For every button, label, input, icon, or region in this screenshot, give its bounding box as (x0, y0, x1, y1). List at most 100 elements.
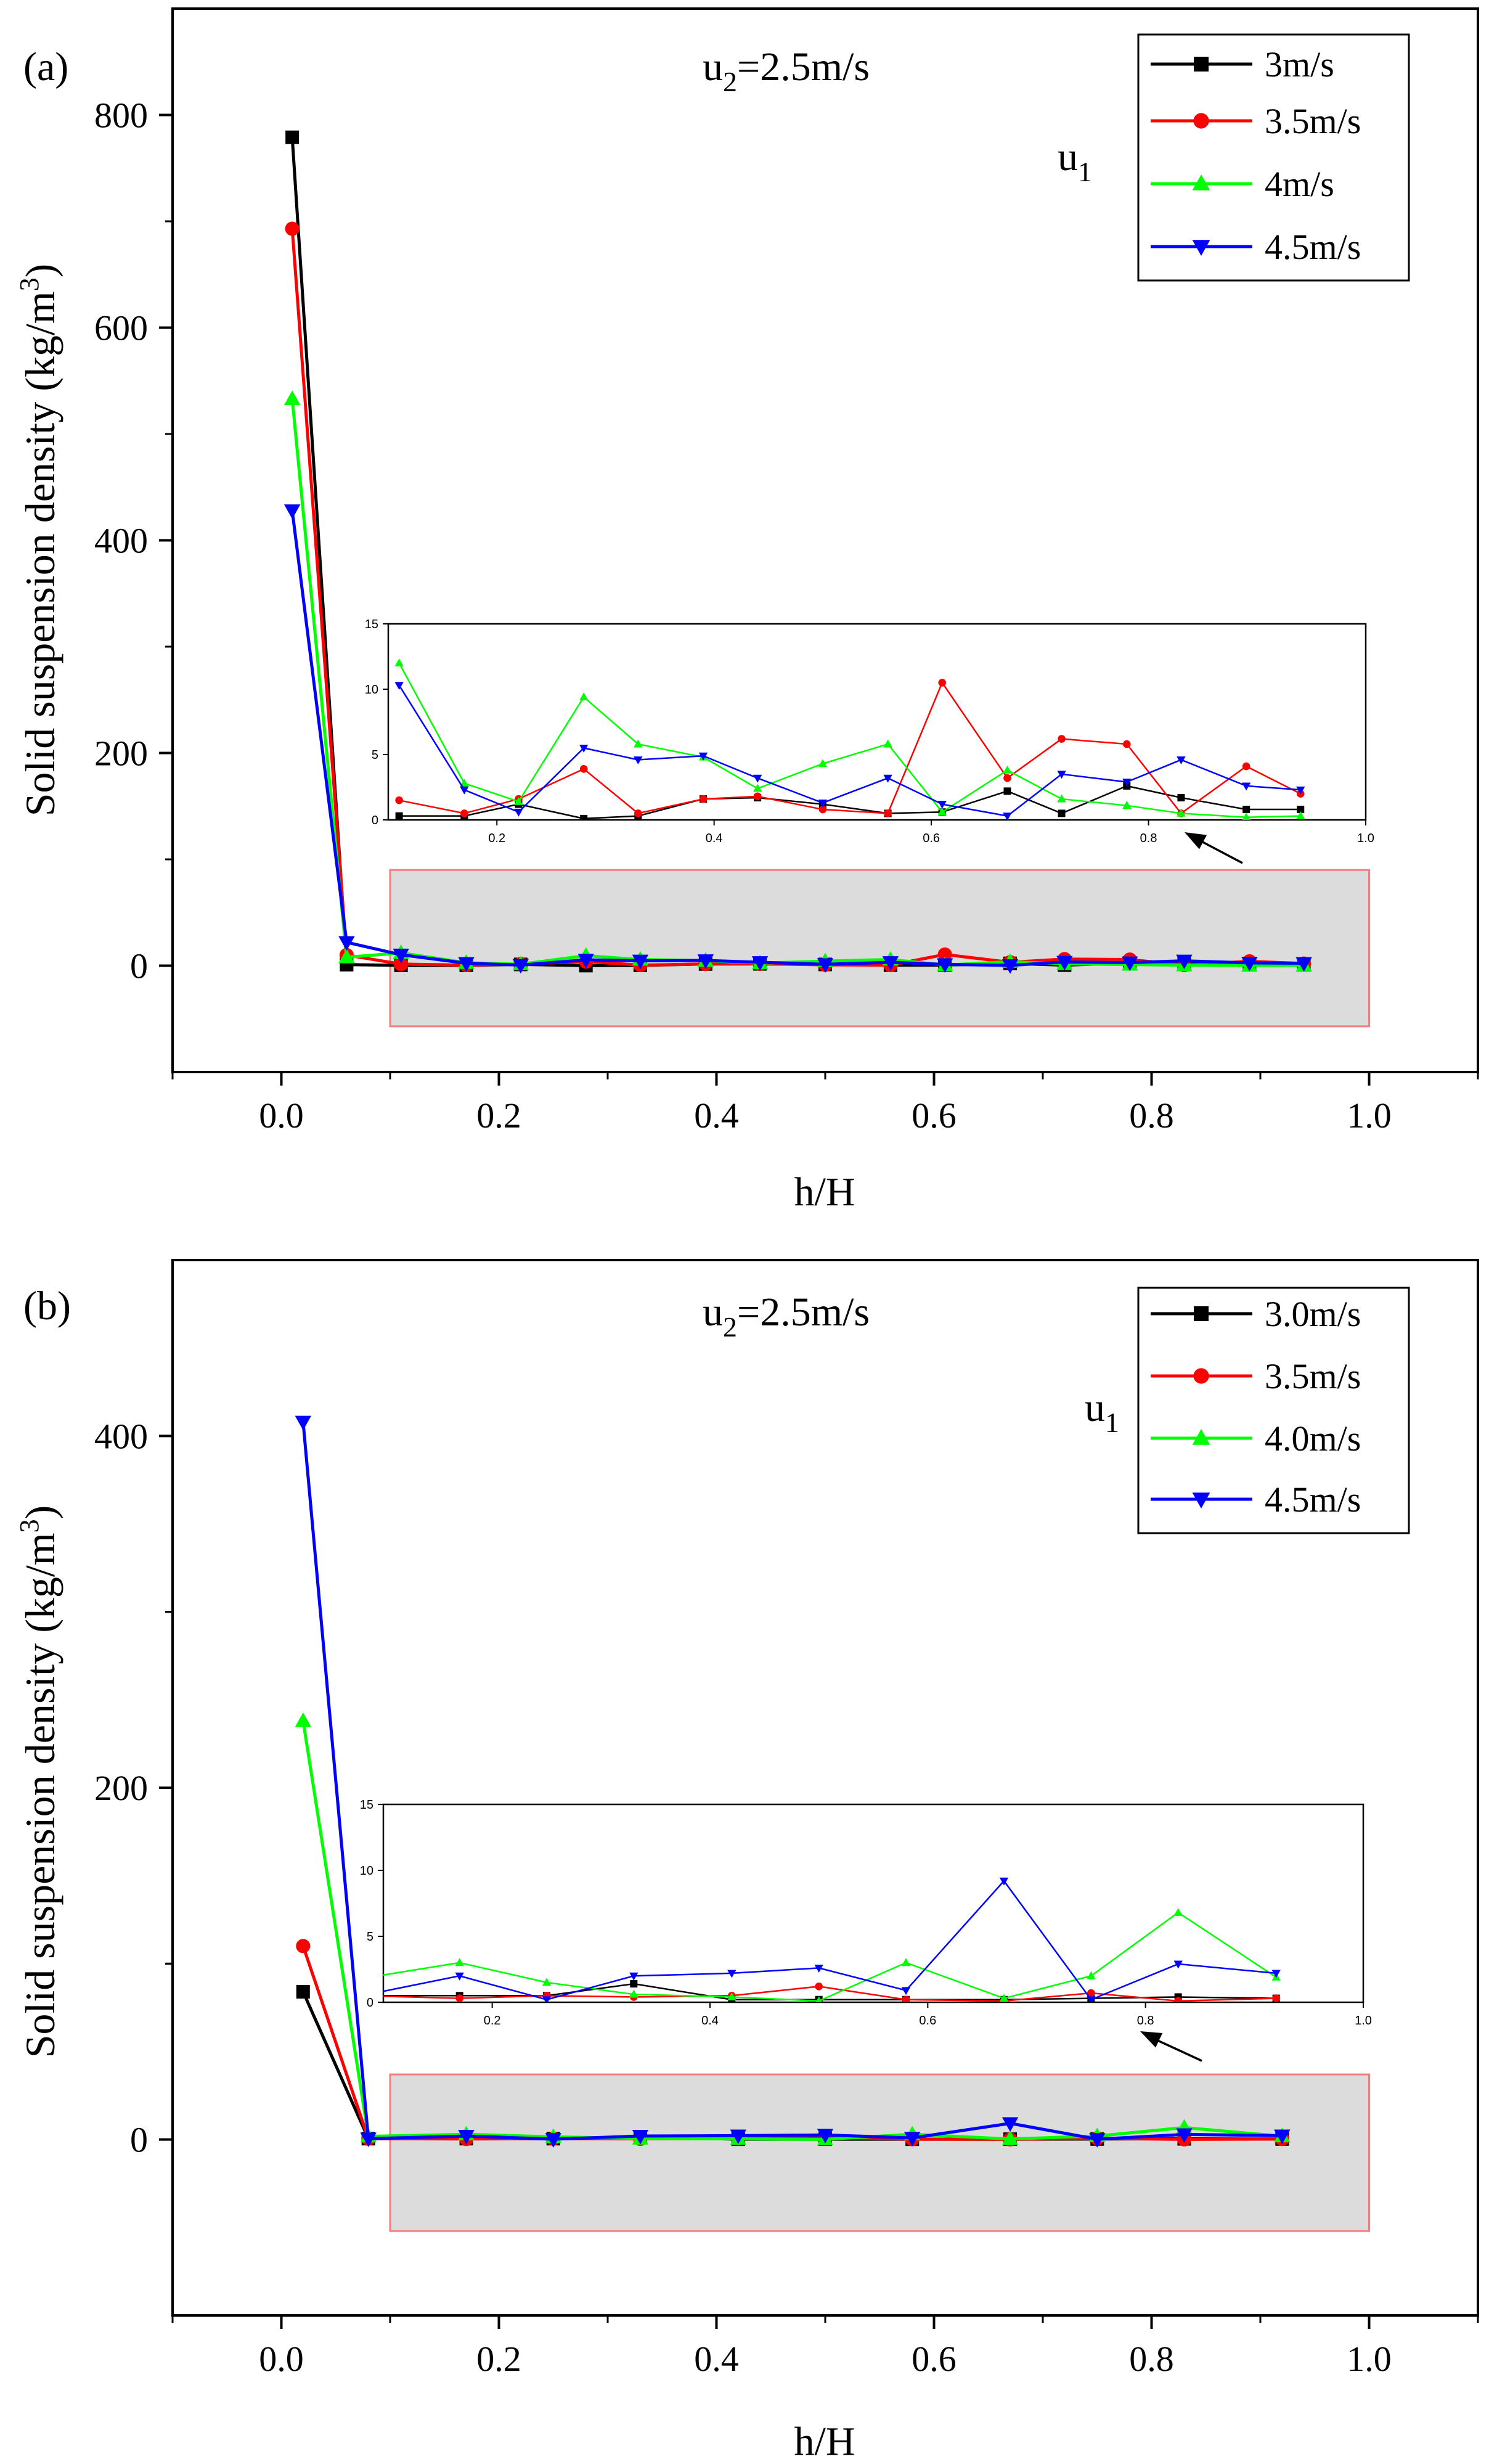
inset-data-point (514, 796, 523, 805)
data-point (545, 2133, 561, 2148)
inset-data-point (634, 809, 642, 817)
data-point (882, 956, 899, 971)
inset-data-point (1058, 809, 1066, 817)
inset-series-line-3 (398, 684, 1301, 817)
inset-data-point (937, 807, 947, 816)
inset-plot (394, 658, 1305, 820)
legend-group-main: u (1058, 134, 1078, 179)
data-point (1089, 2133, 1106, 2148)
y-axis-label-end: ) (17, 1505, 63, 1520)
inset-x-tick-label: 0.4 (706, 832, 723, 845)
annotation-main: u (703, 44, 723, 89)
inset-data-point (629, 1989, 638, 1998)
legend-marker (1194, 57, 1209, 72)
data-point (512, 959, 529, 974)
y-tick-label: 800 (94, 96, 148, 136)
legend-label: 4.5m/s (1265, 227, 1361, 267)
legend-box (1137, 1287, 1410, 1534)
inset-series-line-0 (399, 785, 1301, 820)
inset-data-point (1177, 793, 1185, 801)
data-point (284, 390, 301, 405)
x-axis-label: h/H (794, 2419, 855, 2464)
data-point (1274, 2129, 1291, 2145)
y-tick-label: 0 (130, 946, 148, 986)
inset-data-point (455, 1994, 463, 2002)
inset-data-point (1241, 782, 1251, 791)
inset-y-tick-label: 5 (372, 748, 378, 762)
x-tick-label: 1.0 (1347, 1095, 1392, 1136)
y-tick-label: 200 (94, 734, 148, 774)
inset-x-tick-label: 1.0 (1357, 832, 1374, 845)
inset-data-point (814, 1964, 823, 1973)
inset-data-point (753, 792, 762, 801)
data-point (904, 2132, 921, 2147)
annotation-main: u (703, 1290, 723, 1335)
y-tick-label: 0 (130, 2120, 148, 2160)
inset-data-point (698, 752, 708, 761)
data-point (393, 948, 409, 964)
y-axis-label-main: Solid suspension density (kg/m (17, 1533, 63, 2058)
inset-data-point (1003, 812, 1012, 820)
inset-data-point (1087, 1989, 1095, 1997)
y-axis-label: Solid suspension density (kg/m3) (14, 1505, 63, 2058)
inset-data-point (1297, 806, 1305, 814)
legend-label: 3m/s (1265, 44, 1334, 84)
inset-data-point (1242, 806, 1250, 814)
inset-x-tick-label: 0.8 (1137, 2014, 1154, 2028)
inset-data-point (1173, 1907, 1183, 1916)
inset-y-tick-label: 5 (367, 1930, 373, 1944)
inset-data-point (634, 756, 643, 764)
inset-data-point (514, 808, 523, 817)
inset-data-point (818, 759, 828, 767)
legend-group-main: u (1085, 1385, 1105, 1430)
annotation-sub: 2 (723, 66, 737, 97)
inset-frame (387, 623, 1367, 821)
legend-label: 3.5m/s (1265, 101, 1361, 141)
annotation-sub: 2 (723, 1311, 737, 1343)
data-point (632, 2130, 649, 2145)
inset-series-line-1 (399, 681, 1301, 815)
legend-label: 3.5m/s (1265, 1356, 1361, 1396)
inset-data-point (1272, 1994, 1280, 2002)
data-point (296, 1939, 311, 1954)
x-tick-label: 0.4 (694, 1095, 739, 1136)
inset-data-point (884, 809, 892, 817)
inset-frame (382, 1803, 1365, 2004)
inset-data-point (901, 1987, 911, 1995)
y-tick-label: 400 (94, 521, 148, 561)
inset-data-point (394, 658, 404, 666)
legend-marker (1192, 1492, 1210, 1508)
inset-data-point (357, 1992, 365, 2000)
inset-data-point (580, 814, 588, 820)
inset-data-point (937, 801, 947, 809)
inset-data-point (1174, 1997, 1182, 2002)
data-point (285, 130, 300, 144)
y-axis-label-sup: 3 (14, 277, 44, 291)
arrow-shaft (1153, 2037, 1202, 2062)
inset-data-point (883, 739, 892, 748)
inset-data-point (883, 774, 892, 783)
x-tick-label: 0.2 (476, 1095, 521, 1136)
arrow-head (1185, 832, 1207, 849)
annotation-rest: =2.5m/s (737, 1290, 870, 1335)
data-point (730, 2129, 746, 2145)
x-tick-label: 0.0 (259, 1095, 304, 1136)
data-point (295, 1415, 311, 1431)
data-point (394, 957, 409, 972)
inset-data-point (358, 1992, 365, 1999)
arrow-head (1140, 2031, 1163, 2048)
inset-data-point (1296, 811, 1305, 820)
data-point (1176, 954, 1193, 970)
data-point (458, 2130, 475, 2145)
inset-data-point (818, 800, 828, 808)
arrow-shaft (1197, 838, 1243, 864)
inset-data-point (460, 779, 469, 787)
inset-data-point (902, 1995, 910, 2002)
data-point (295, 1712, 311, 1727)
inset-y-tick-label: 15 (360, 1798, 373, 1812)
data-point (632, 954, 649, 970)
inset-data-point (357, 1992, 365, 2000)
data-point (284, 504, 301, 519)
data-point (338, 936, 355, 951)
inset-data-point (727, 1970, 736, 1978)
